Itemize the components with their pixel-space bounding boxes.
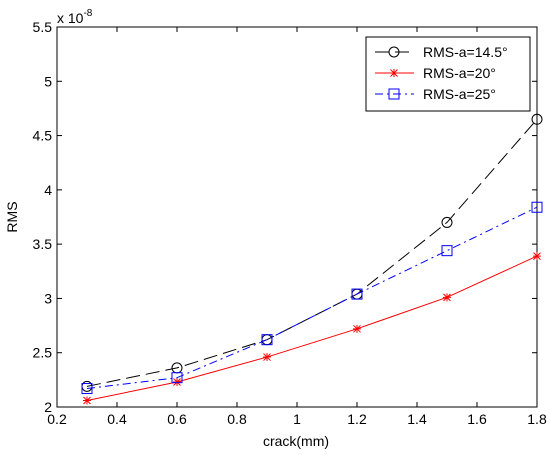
series-line bbox=[86, 206, 538, 390]
data-point bbox=[443, 293, 451, 302]
data-point bbox=[351, 288, 363, 300]
legend-label: RMS-a=14.5° bbox=[423, 44, 508, 60]
data-point bbox=[261, 334, 273, 346]
legend-item: RMS-a=25° bbox=[375, 86, 496, 102]
data-point bbox=[353, 324, 361, 333]
series-2 bbox=[83, 252, 541, 405]
data-point bbox=[263, 353, 271, 362]
x-tick-label: 1.8 bbox=[527, 411, 547, 427]
x-tick-label: 0.2 bbox=[47, 411, 67, 427]
data-point bbox=[533, 252, 541, 261]
data-point bbox=[441, 245, 453, 257]
x-axis-label: crack(mm) bbox=[263, 433, 329, 449]
y-tick-label: 5 bbox=[44, 73, 52, 89]
series-3 bbox=[81, 201, 543, 395]
legend-marker bbox=[390, 69, 398, 77]
multiplier-exponent: -8 bbox=[83, 8, 92, 19]
y-axis-multiplier: x 10-8 bbox=[57, 8, 93, 26]
y-tick-label: 4 bbox=[44, 182, 52, 198]
data-point bbox=[171, 372, 183, 384]
series-line bbox=[86, 255, 538, 401]
x-tick-label: 0.6 bbox=[167, 411, 187, 427]
x-tick-label: 1.6 bbox=[467, 411, 487, 427]
x-tick-label: 0.8 bbox=[227, 411, 247, 427]
data-point bbox=[83, 396, 91, 405]
legend-marker bbox=[388, 46, 400, 58]
legend-item: RMS-a=20° bbox=[375, 65, 496, 81]
legend-item: RMS-a=14.5° bbox=[375, 44, 508, 60]
x-axis-tick-labels: 0.2 0.4 0.6 0.8 1 1.2 1.4 1.6 1.8 bbox=[47, 411, 547, 427]
y-tick-label: 5.5 bbox=[33, 19, 53, 35]
y-axis-tick-labels: 2 2.5 3 3.5 4 4.5 5 5.5 bbox=[33, 19, 53, 415]
x-tick-label: 1.2 bbox=[347, 411, 367, 427]
legend-label: RMS-a=20° bbox=[423, 65, 496, 81]
legend-marker bbox=[388, 88, 400, 100]
x-tick-label: 1.4 bbox=[407, 411, 427, 427]
y-tick-label: 3.5 bbox=[33, 236, 53, 252]
y-tick-label: 2 bbox=[44, 399, 52, 415]
data-point bbox=[531, 113, 543, 125]
series-line bbox=[86, 118, 538, 387]
multiplier-base: x 10 bbox=[57, 10, 84, 26]
y-axis-label: RMS bbox=[4, 201, 20, 232]
data-point bbox=[441, 216, 453, 228]
data-point bbox=[531, 201, 543, 213]
data-point bbox=[81, 383, 93, 395]
legend: RMS-a=14.5° RMS-a=20° RMS-a=25° bbox=[365, 36, 531, 112]
y-tick-label: 2.5 bbox=[33, 345, 53, 361]
x-tick-label: 1 bbox=[293, 411, 301, 427]
legend-label: RMS-a=25° bbox=[423, 86, 496, 102]
y-tick-label: 4.5 bbox=[33, 128, 53, 144]
x-tick-label: 0.4 bbox=[107, 411, 127, 427]
y-tick-label: 3 bbox=[44, 290, 52, 306]
data-point bbox=[173, 378, 181, 387]
